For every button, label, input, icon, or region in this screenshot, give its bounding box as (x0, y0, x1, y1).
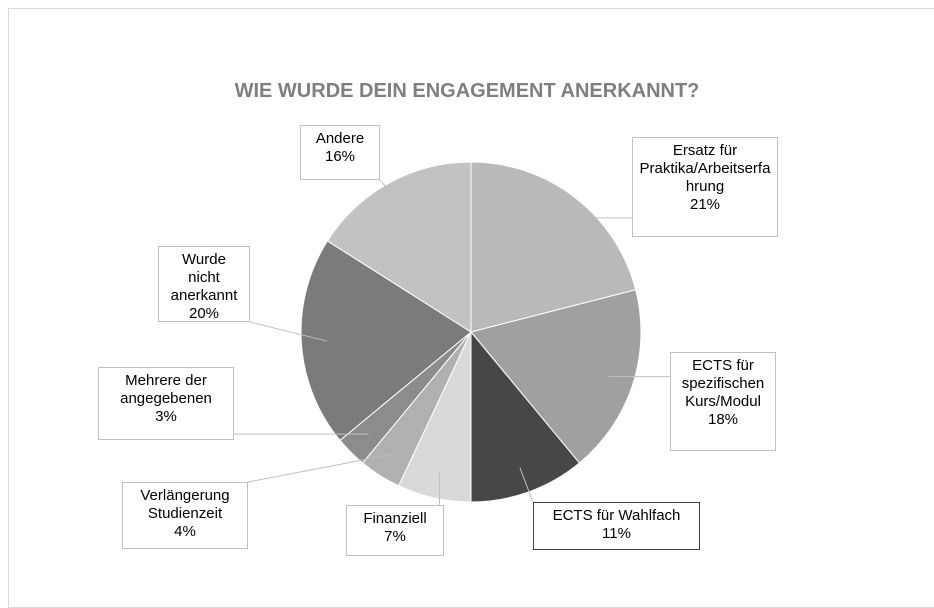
pie-slice (300, 240, 472, 442)
category-label: Andere (315, 130, 365, 147)
data-label: ECTS für Wahlfach 11% (533, 502, 700, 550)
leader-line (519, 467, 534, 503)
category-label: ECTS für spezifischen Kurs/Modul (681, 357, 765, 410)
category-label: Ersatz für Praktika/Arbeitserfahrung (639, 142, 771, 195)
data-label: Mehrere der angegebenen 3% (98, 367, 234, 440)
pie-slice (326, 161, 472, 333)
pie-slice (470, 289, 642, 464)
pie-slice (470, 161, 637, 333)
data-label: Verlängerung Studienzeit 4% (122, 482, 248, 549)
leader-line (379, 179, 402, 206)
value-label: 11% (602, 525, 631, 542)
value-label: 18% (707, 411, 739, 428)
data-label: Finanziell 7% (346, 505, 444, 556)
value-label: 7% (384, 528, 406, 545)
value-label: 21% (689, 196, 721, 213)
value-label: 16% (324, 148, 356, 165)
leader-line (249, 321, 327, 342)
value-label: 20% (188, 305, 220, 322)
category-label: Verlängerung Studienzeit (140, 487, 230, 522)
chart-title: WIE WURDE DEIN ENGAGEMENT ANERKANNT? (234, 80, 700, 102)
pie-slice (470, 330, 581, 503)
leader-line (247, 453, 394, 483)
data-label: Ersatz für Praktika/Arbeitserfahrung 21% (632, 137, 778, 237)
data-label: Wurde nicht anerkannt 20% (158, 246, 250, 322)
value-label: 4% (174, 523, 196, 540)
category-label: Finanziell (363, 510, 427, 527)
category-label: ECTS für Wahlfach (552, 507, 681, 524)
data-label: Andere 16% (300, 125, 380, 180)
category-label: Wurde nicht anerkannt (170, 251, 238, 304)
value-label: 3% (155, 408, 177, 425)
data-label: ECTS für spezifischen Kurs/Modul 18% (670, 352, 776, 451)
category-label: Mehrere der angegebenen (120, 372, 212, 407)
